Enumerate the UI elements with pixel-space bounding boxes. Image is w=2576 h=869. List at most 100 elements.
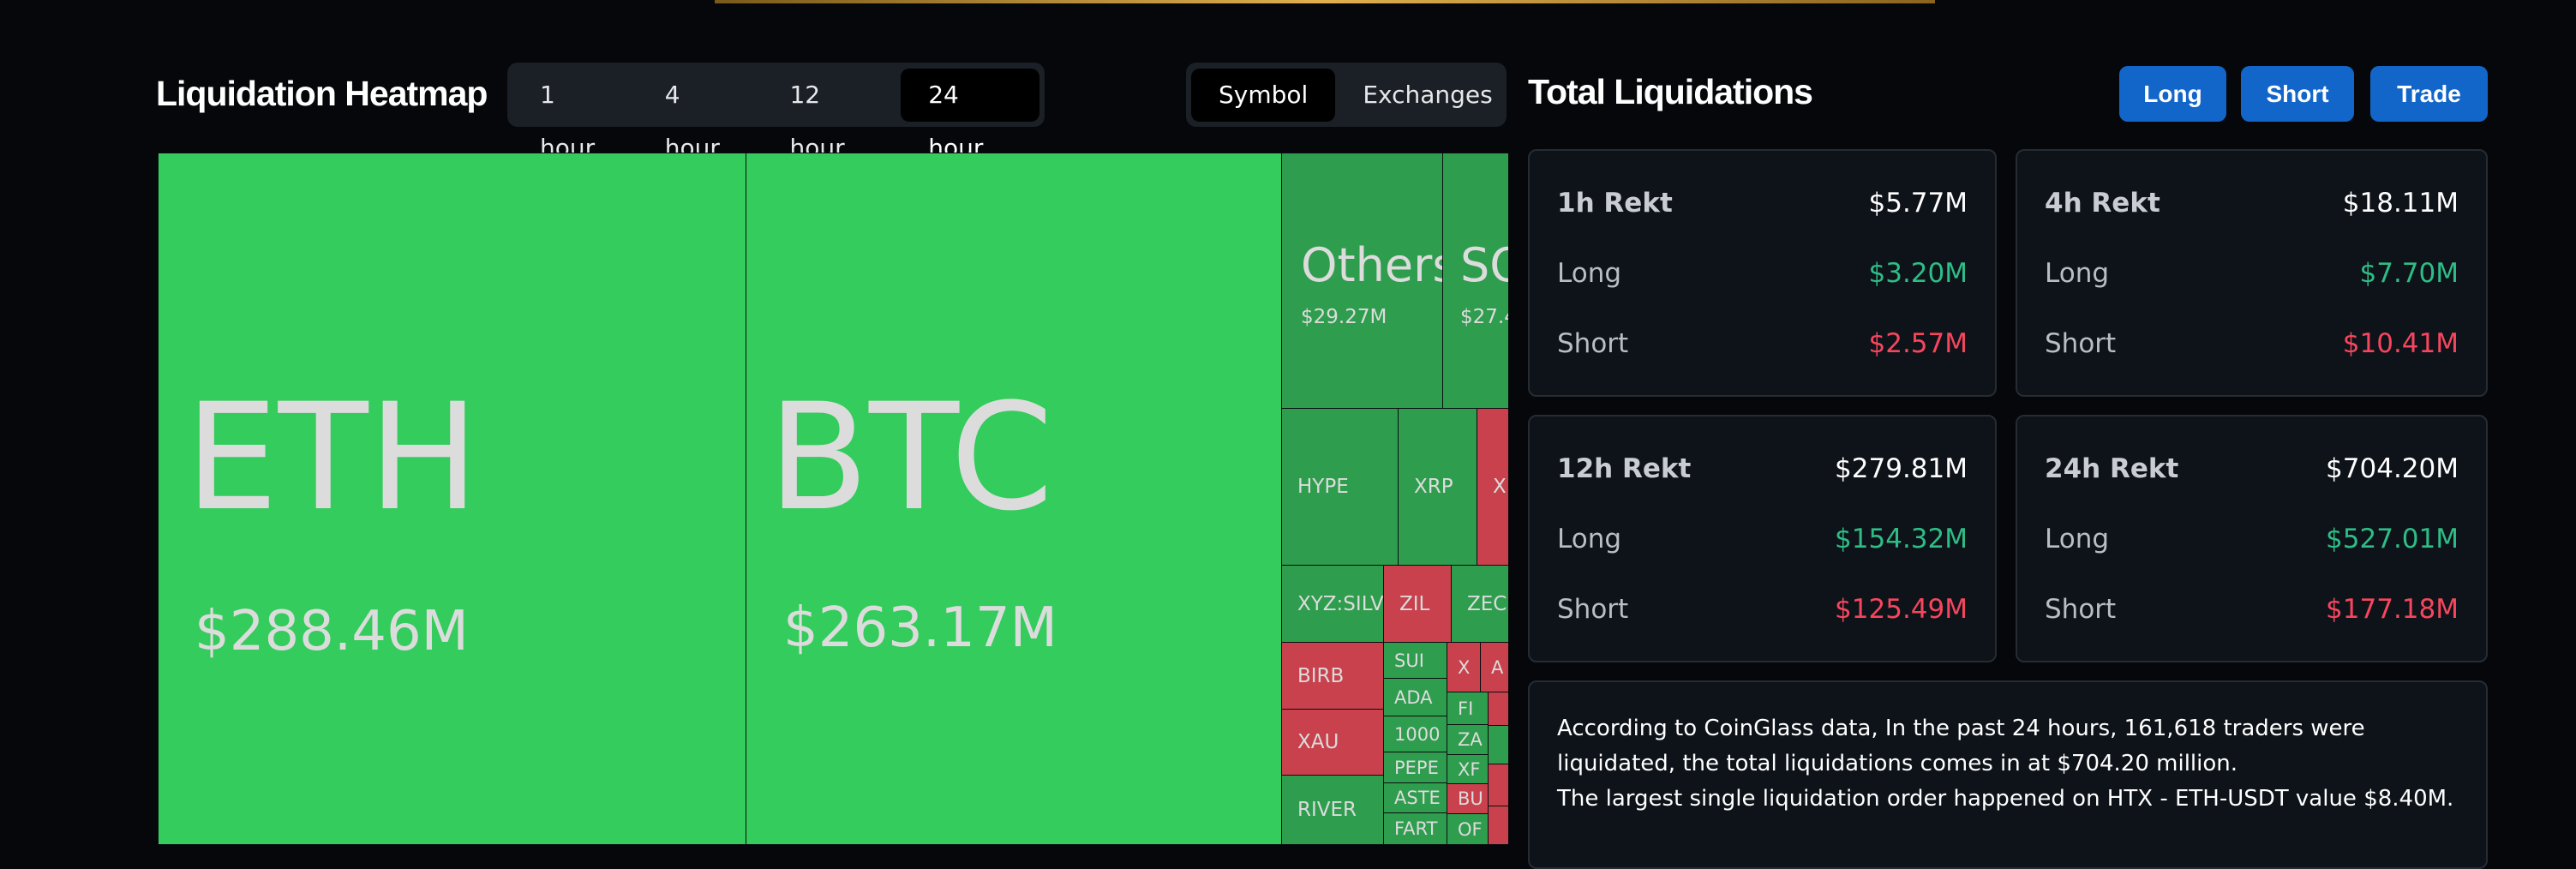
tile-label: OF bbox=[1458, 818, 1483, 840]
tile[interactable]: XYZ:SILV bbox=[1281, 565, 1384, 643]
trade-button[interactable]: Trade bbox=[2370, 66, 2488, 122]
view-tabs: Symbol Exchanges bbox=[1186, 63, 1507, 127]
tile[interactable]: FI bbox=[1447, 692, 1489, 725]
tile[interactable]: SO $27.4 bbox=[1442, 153, 1508, 409]
row-value: $3.20M bbox=[1868, 258, 1968, 289]
tile[interactable]: BU bbox=[1447, 783, 1489, 814]
card-header: 24h Rekt $704.20M bbox=[2045, 434, 2459, 504]
tile-value: $288.46M bbox=[195, 600, 469, 663]
tile-label: HYPE bbox=[1297, 476, 1349, 498]
row-label: Long bbox=[2045, 258, 2110, 289]
card-header: 12h Rekt $279.81M bbox=[1557, 434, 1968, 504]
tile[interactable] bbox=[1488, 764, 1508, 806]
card-header: 1h Rekt $5.77M bbox=[1557, 168, 1968, 238]
tile[interactable]: X bbox=[1477, 408, 1508, 566]
time-tabs: 1 hour 4 hour 12 hour 24 hour bbox=[507, 63, 1045, 162]
tile[interactable]: ZIL bbox=[1383, 565, 1452, 643]
tile-label: ASTE bbox=[1394, 788, 1441, 808]
card-total: $704.20M bbox=[2326, 453, 2459, 484]
stat-card: 12h Rekt $279.81M Long $154.32M Short $125.… bbox=[1528, 415, 1997, 662]
tile-label: X bbox=[1493, 476, 1507, 498]
tile[interactable]: SUI bbox=[1383, 642, 1447, 679]
row-label: Short bbox=[1557, 328, 1629, 359]
tile[interactable]: PEPE bbox=[1383, 752, 1447, 783]
tile-label: Others bbox=[1301, 238, 1443, 292]
card-row: Short $177.18M bbox=[2045, 574, 2459, 644]
tile[interactable]: XRP bbox=[1398, 408, 1477, 566]
tile[interactable] bbox=[1488, 806, 1508, 845]
tile[interactable]: ZA bbox=[1447, 724, 1489, 755]
tile-label: PEPE bbox=[1394, 757, 1439, 778]
card-row: Short $2.57M bbox=[1557, 309, 1968, 379]
tile-label: X bbox=[1458, 656, 1471, 678]
tile-label: BIRB bbox=[1297, 664, 1345, 687]
tile[interactable]: ZEC bbox=[1451, 565, 1508, 643]
tile[interactable]: ADA bbox=[1383, 678, 1447, 716]
tile-label: ADA bbox=[1394, 686, 1433, 708]
card-title: 4h Rekt bbox=[2045, 188, 2160, 219]
info-box: According to CoinGlass data, In the past… bbox=[1528, 680, 2488, 869]
card-row: Short $125.49M bbox=[1557, 574, 1968, 644]
heatmap: ETH $288.46M BTC $263.17M Others $29.27M… bbox=[158, 153, 1508, 845]
tile-label: XRP bbox=[1414, 476, 1453, 498]
tile[interactable]: X bbox=[1447, 642, 1481, 692]
stat-card: 24h Rekt $704.20M Long $527.01M Short $177.… bbox=[2016, 415, 2488, 662]
row-value: $2.57M bbox=[1868, 328, 1968, 359]
tile[interactable]: ASTE bbox=[1383, 782, 1447, 813]
tile[interactable]: Others $29.27M bbox=[1281, 153, 1443, 409]
tile[interactable]: XAU bbox=[1281, 709, 1384, 776]
view-tab[interactable]: Exchanges bbox=[1363, 80, 1493, 109]
tile-value: $263.17M bbox=[783, 596, 1057, 660]
row-value: $527.01M bbox=[2326, 524, 2459, 554]
info-text: According to CoinGlass data, In the past… bbox=[1557, 716, 2365, 776]
tile[interactable] bbox=[1488, 692, 1508, 726]
tile[interactable]: BTC $263.17M bbox=[746, 153, 1282, 845]
time-tab[interactable]: 1 hour bbox=[540, 80, 596, 162]
tile[interactable]: OF bbox=[1447, 813, 1489, 845]
time-tab[interactable]: 24 hour bbox=[901, 68, 1039, 162]
time-tab[interactable]: 4 hour bbox=[664, 80, 720, 162]
page: {"header": {"title": "Liquidation Heatma… bbox=[156, 0, 2488, 869]
tile-label: ZIL bbox=[1399, 592, 1430, 615]
tile[interactable] bbox=[1488, 725, 1508, 764]
card-row: Long $154.32M bbox=[1557, 504, 1968, 574]
tile[interactable]: BIRB bbox=[1281, 642, 1384, 710]
tile[interactable]: HYPE bbox=[1281, 408, 1399, 566]
tile[interactable]: FART bbox=[1383, 812, 1447, 845]
view-tab[interactable]: Symbol bbox=[1191, 68, 1336, 122]
card-title: 1h Rekt bbox=[1557, 188, 1673, 219]
tile-label: XAU bbox=[1297, 731, 1339, 753]
short-button[interactable]: Short bbox=[2241, 66, 2354, 122]
card-row: Short $10.41M bbox=[2045, 309, 2459, 379]
card-row: Long $3.20M bbox=[1557, 238, 1968, 309]
heatmap-title: Liquidation Heatmap bbox=[156, 74, 488, 113]
tile-label: RIVER bbox=[1297, 799, 1357, 821]
tile-label: ZA bbox=[1458, 729, 1483, 750]
tile-label: SUI bbox=[1394, 650, 1424, 671]
row-value: $7.70M bbox=[2359, 258, 2459, 289]
tile[interactable]: ETH $288.46M bbox=[158, 153, 746, 845]
banner-edge bbox=[715, 0, 1935, 3]
tile-label: SO bbox=[1460, 238, 1508, 292]
card-total: $18.11M bbox=[2342, 188, 2459, 219]
time-tab[interactable]: 12 hour bbox=[789, 80, 845, 162]
card-total: $5.77M bbox=[1868, 188, 1968, 219]
tile-label: XYZ:SILV bbox=[1297, 592, 1384, 615]
tile-label: ZEC bbox=[1467, 592, 1507, 615]
tile[interactable]: RIVER bbox=[1281, 775, 1384, 845]
row-value: $177.18M bbox=[2326, 594, 2459, 625]
row-label: Short bbox=[2045, 594, 2117, 625]
tile[interactable]: A bbox=[1480, 642, 1508, 692]
info-text: The largest single liquidation order hap… bbox=[1557, 786, 2454, 812]
card-title: 24h Rekt bbox=[2045, 453, 2179, 484]
tile[interactable]: XF bbox=[1447, 754, 1489, 784]
long-button[interactable]: Long bbox=[2119, 66, 2226, 122]
tile[interactable]: 1000 bbox=[1383, 716, 1447, 752]
row-value: $10.41M bbox=[2342, 328, 2459, 359]
tile-label: 1000 bbox=[1394, 723, 1441, 745]
card-row: Long $527.01M bbox=[2045, 504, 2459, 574]
tile-value: $27.4 bbox=[1460, 306, 1508, 328]
tile-label: FART bbox=[1394, 818, 1438, 839]
stat-card: 4h Rekt $18.11M Long $7.70M Short $10.41M bbox=[2016, 149, 2488, 397]
row-label: Long bbox=[1557, 524, 1622, 554]
